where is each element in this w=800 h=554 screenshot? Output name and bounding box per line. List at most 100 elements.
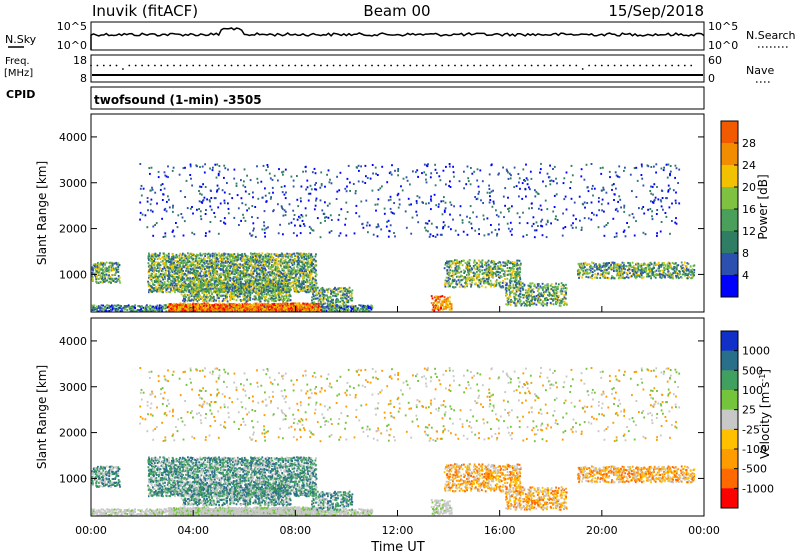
power-cell bbox=[115, 269, 118, 271]
power-cell bbox=[335, 306, 338, 309]
power-cell bbox=[158, 307, 161, 310]
power-cell bbox=[241, 255, 243, 258]
power-cell bbox=[108, 265, 111, 268]
power-cell bbox=[342, 306, 345, 309]
power-cell bbox=[231, 289, 234, 292]
power-cell bbox=[154, 276, 157, 279]
power-cell bbox=[327, 300, 329, 303]
power-cell bbox=[185, 290, 188, 293]
power-cell bbox=[229, 279, 232, 282]
power-cell bbox=[226, 295, 228, 298]
power-cell bbox=[210, 291, 213, 294]
power-cell bbox=[257, 303, 260, 306]
power-cell bbox=[138, 305, 140, 307]
power-cell bbox=[327, 306, 329, 309]
power-cell bbox=[222, 263, 225, 266]
power-cell bbox=[307, 286, 310, 289]
power-cell bbox=[91, 266, 94, 269]
nave-dot bbox=[524, 64, 527, 67]
power-cell bbox=[280, 265, 283, 268]
power-cell bbox=[252, 309, 255, 312]
power-cell bbox=[190, 306, 193, 309]
power-cell bbox=[166, 260, 168, 262]
power-cell bbox=[211, 260, 213, 263]
nave-dot bbox=[569, 64, 571, 67]
power-cell bbox=[287, 297, 290, 300]
power-cell bbox=[152, 255, 155, 258]
power-cell bbox=[493, 285, 496, 288]
freq-frame bbox=[90, 54, 705, 83]
power-cell bbox=[173, 279, 176, 281]
power-cell bbox=[152, 253, 155, 256]
power-cell bbox=[98, 270, 101, 273]
power-cell bbox=[262, 255, 264, 258]
power-cell bbox=[355, 309, 358, 312]
power-cell bbox=[228, 308, 230, 311]
power-cell bbox=[216, 258, 219, 261]
power-heatmap bbox=[91, 162, 696, 313]
nave-dot bbox=[294, 64, 297, 67]
power-cell bbox=[130, 309, 133, 312]
power-cell bbox=[100, 268, 102, 271]
power-cell bbox=[252, 285, 255, 288]
power-cell bbox=[163, 253, 166, 256]
power-cell bbox=[284, 307, 287, 310]
power-cell bbox=[166, 269, 169, 272]
power-cell bbox=[157, 282, 160, 285]
power-cell bbox=[173, 275, 176, 278]
power-cell bbox=[168, 284, 170, 286]
power-cell bbox=[484, 286, 487, 289]
power-cell bbox=[251, 310, 253, 313]
power-cell bbox=[206, 293, 208, 296]
power-cell bbox=[115, 266, 118, 269]
power-cell bbox=[202, 288, 204, 291]
power-cell bbox=[179, 303, 181, 306]
power-cell bbox=[96, 270, 98, 273]
power-cell bbox=[285, 255, 287, 258]
power-cell bbox=[221, 309, 223, 312]
power-cell bbox=[105, 273, 108, 276]
power-cell bbox=[195, 257, 198, 260]
power-cell bbox=[219, 257, 222, 260]
power-cell bbox=[306, 291, 308, 294]
power-cell bbox=[169, 303, 172, 306]
power-cell bbox=[148, 277, 151, 280]
power-cell bbox=[218, 297, 220, 300]
power-cell bbox=[335, 288, 338, 291]
power-cell bbox=[229, 276, 232, 279]
power-cell bbox=[155, 285, 157, 288]
power-cell bbox=[241, 309, 244, 312]
nave-dot bbox=[562, 64, 565, 67]
power-cell bbox=[315, 279, 317, 282]
power-cell bbox=[199, 280, 202, 283]
power-cell bbox=[337, 301, 340, 304]
power-cell bbox=[352, 307, 354, 310]
power-cell bbox=[288, 303, 291, 306]
power-cell bbox=[222, 260, 225, 263]
power-cell bbox=[108, 271, 111, 274]
power-cell bbox=[354, 309, 356, 312]
power-cell bbox=[229, 298, 232, 300]
power-cell bbox=[452, 261, 455, 264]
power-cell bbox=[257, 304, 260, 307]
power-cell bbox=[181, 259, 184, 262]
power-cell bbox=[215, 305, 218, 308]
power-cell bbox=[292, 302, 295, 305]
power-cell bbox=[485, 281, 488, 284]
power-cell bbox=[260, 254, 262, 257]
power-cell bbox=[226, 286, 228, 289]
power-cell bbox=[201, 307, 204, 310]
nave-dot bbox=[434, 64, 437, 67]
power-cell bbox=[246, 309, 248, 312]
power-cell bbox=[308, 279, 311, 282]
power-cell bbox=[216, 292, 218, 295]
power-cell bbox=[268, 262, 271, 265]
power-cell bbox=[209, 270, 212, 272]
power-cell bbox=[156, 267, 159, 270]
power-cell bbox=[176, 305, 178, 308]
power-cell bbox=[237, 306, 240, 309]
power-cell bbox=[446, 269, 449, 272]
power-cell bbox=[272, 257, 275, 259]
power-cell bbox=[337, 299, 339, 302]
power-cell bbox=[227, 276, 230, 279]
